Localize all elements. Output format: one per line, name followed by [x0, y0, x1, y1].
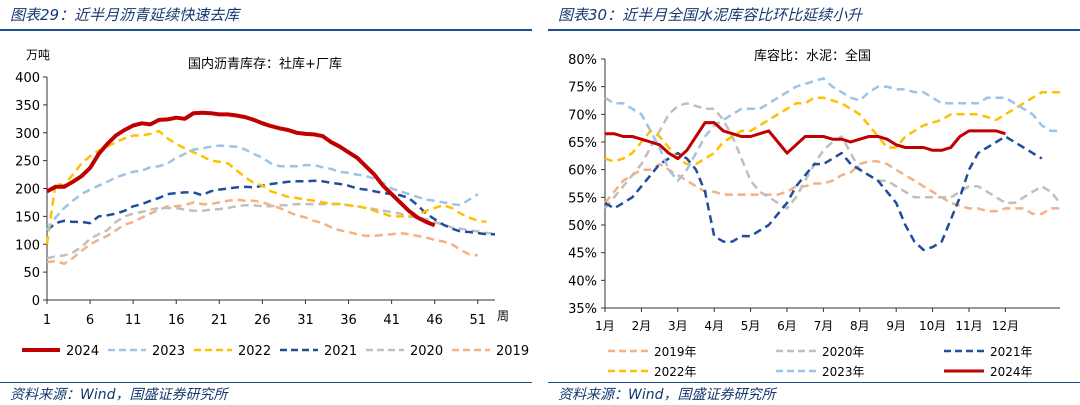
legend-label-2023年: 2023年	[822, 365, 865, 379]
legend-label-2024年: 2024年	[990, 365, 1033, 379]
y-tick-label: 80%	[568, 53, 597, 68]
source-note-right: 资料来源：Wind，国盛证券研究所	[558, 387, 776, 403]
x-tick-label: 36	[340, 313, 357, 328]
source-note-left: 资料来源：Wind，国盛证券研究所	[10, 387, 228, 403]
y-tick-label: 100	[15, 238, 40, 253]
y-tick-label: 55%	[568, 191, 597, 206]
figure-title-right: 图表30：近半月全国水泥库容比环比延续小升	[558, 6, 863, 24]
x-tick-label: 12月	[992, 319, 1019, 333]
legend-label-2021: 2021	[324, 344, 357, 359]
legend-label-2020年: 2020年	[822, 345, 865, 359]
y-tick-label: 70%	[568, 108, 597, 123]
y-tick-label: 50%	[568, 219, 597, 234]
y-tick-label: 350	[15, 99, 40, 114]
figure-panel-left: 图表29：近半月沥青延续快速去库 万吨国内沥青库存：社库+厂库 0 50 100 150…	[0, 0, 532, 405]
source-rule-right	[548, 382, 1080, 383]
x-tick-label: 9月	[886, 319, 906, 333]
series-line-2022	[45, 129, 487, 245]
series-line-2020	[46, 202, 495, 260]
x-tick-label: 3月	[668, 319, 688, 333]
x-tick-label: 5月	[741, 319, 761, 333]
series-line-2022年	[604, 90, 1060, 166]
y-tick-label: 150	[15, 210, 40, 225]
chart-title: 库容比：水泥：全国	[754, 48, 871, 64]
x-tick-label: 16	[168, 313, 185, 328]
legend-label-2019年: 2019年	[654, 345, 697, 359]
x-tick-label: 8月	[850, 319, 870, 333]
x-tick-label: 46	[426, 313, 443, 328]
legend-label-2022: 2022	[238, 344, 271, 359]
x-tick-label: 10月	[919, 319, 946, 333]
y-tick-label: 65%	[568, 136, 597, 151]
legend-label-2021年: 2021年	[990, 345, 1033, 359]
legend-label-2019: 2019	[496, 344, 529, 359]
x-axis-label: 周	[497, 309, 509, 323]
x-tick-label: 41	[383, 313, 400, 328]
x-tick-label: 21	[211, 313, 228, 328]
figure-panel-right: 图表30：近半月全国水泥库容比环比延续小升 库容比：水泥：全国 35% 40% 45%…	[548, 0, 1080, 405]
y-unit-label: 万吨	[26, 48, 50, 62]
x-tick-label: 6月	[777, 319, 797, 333]
y-tick-label: 250	[15, 155, 40, 170]
y-tick-label: 50	[23, 266, 40, 281]
x-tick-label: 11	[125, 313, 142, 328]
x-tick-label: 7月	[814, 319, 834, 333]
series-line-2021	[46, 179, 495, 236]
y-tick-label: 200	[15, 183, 40, 198]
legend-label-2022年: 2022年	[654, 365, 697, 379]
legend-label-2024: 2024	[66, 344, 99, 359]
y-tick-label: 40%	[568, 274, 597, 289]
series-line-2021年	[604, 135, 1043, 252]
series-line-2023年	[604, 77, 1060, 182]
legend-label-2020: 2020	[410, 344, 443, 359]
y-tick-label: 45%	[568, 247, 597, 262]
title-rule-right	[548, 29, 1080, 31]
x-tick-label: 4月	[704, 319, 724, 333]
y-tick-label: 400	[15, 71, 40, 86]
y-tick-label: 60%	[568, 164, 597, 179]
chart-title: 国内沥青库存：社库+厂库	[188, 56, 342, 72]
title-rule-left	[0, 29, 532, 31]
y-tick-label: 300	[15, 127, 40, 142]
figure-title-left: 图表29：近半月沥青延续快速去库	[10, 6, 240, 24]
x-tick-label: 11月	[955, 319, 982, 333]
x-tick-label: 1月	[595, 319, 615, 333]
series-line-2019	[46, 198, 478, 266]
series-line-2024年	[605, 121, 1006, 161]
series-line-2024	[46, 110, 436, 228]
cement-capacity-ratio-chart: 库容比：水泥：全国 35% 40% 45% 50% 55% 60% 65% 70% 75% 80% 1…	[568, 48, 1061, 379]
x-tick-label: 31	[297, 313, 314, 328]
y-tick-label: 0	[32, 294, 40, 309]
x-tick-label: 1	[43, 313, 51, 328]
x-tick-label: 51	[469, 313, 486, 328]
source-rule-left	[0, 382, 532, 383]
x-tick-label: 6	[86, 313, 94, 328]
x-tick-label: 2月	[632, 319, 652, 333]
legend-label-2023: 2023	[152, 344, 185, 359]
x-tick-label: 26	[254, 313, 271, 328]
y-tick-label: 35%	[568, 302, 597, 317]
y-tick-label: 75%	[568, 81, 597, 96]
series-line-2023	[45, 144, 479, 231]
series-line-2019年	[604, 160, 1060, 216]
